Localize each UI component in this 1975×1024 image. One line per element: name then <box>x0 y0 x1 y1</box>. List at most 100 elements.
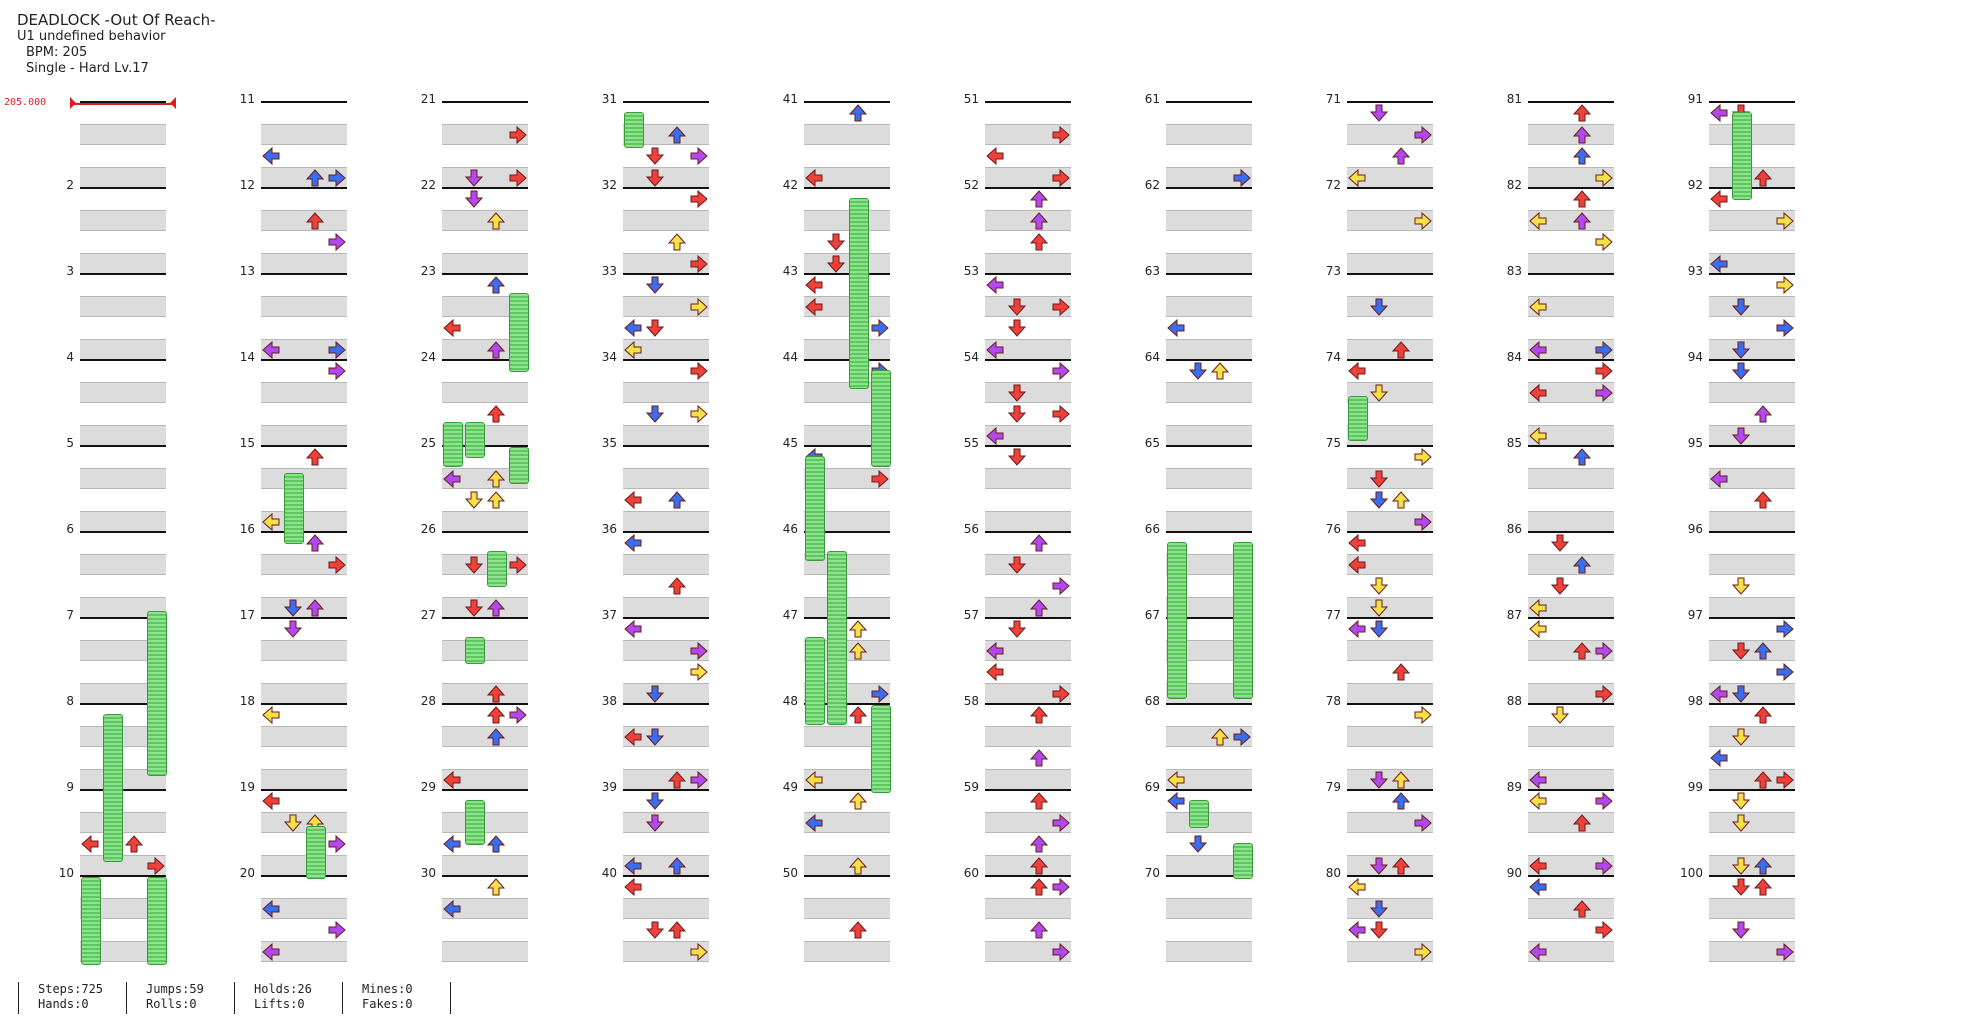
note-arrow-right-icon <box>689 662 709 682</box>
beat-row <box>623 209 709 231</box>
measure-number: 11 <box>239 92 255 106</box>
holds-count: Holds:26 <box>254 982 312 996</box>
hold-note <box>487 550 507 587</box>
note-arrow-up-icon <box>1029 211 1049 231</box>
beat-row <box>804 854 890 876</box>
note-arrow-up-icon <box>486 490 506 510</box>
beat-row <box>442 295 528 317</box>
note-arrow-left-icon <box>1709 748 1729 768</box>
measure-line <box>1347 101 1433 103</box>
measure-line <box>1528 617 1614 619</box>
measure-line <box>1528 703 1614 705</box>
note-arrow-up-icon <box>1391 791 1411 811</box>
beat-row <box>80 532 166 554</box>
measure-number: 53 <box>963 264 979 278</box>
note-arrow-down-icon <box>1731 856 1751 876</box>
hold-note <box>465 421 485 458</box>
measure-line <box>623 617 709 619</box>
note-arrow-up-icon <box>1029 791 1049 811</box>
measure-line <box>623 187 709 189</box>
beat-row <box>1166 489 1252 511</box>
note-arrow-up-icon <box>667 490 687 510</box>
note-arrow-up-icon <box>1029 748 1049 768</box>
measure-number: 73 <box>1325 264 1341 278</box>
beat-row <box>442 854 528 876</box>
note-arrow-up-icon <box>1572 211 1592 231</box>
beat-row <box>804 596 890 618</box>
measure-line <box>1528 789 1614 791</box>
beat-row <box>985 854 1071 876</box>
measure-number: 91 <box>1687 92 1703 106</box>
beat-row <box>80 360 166 382</box>
note-arrow-right-icon <box>1594 856 1614 876</box>
note-arrow-left-icon <box>1347 533 1367 553</box>
beat-row <box>261 274 347 296</box>
measure-line <box>1528 531 1614 533</box>
beat-row <box>1166 188 1252 210</box>
note-arrow-down-icon <box>645 404 665 424</box>
beat-row <box>1347 295 1433 317</box>
measure-line <box>1166 531 1252 533</box>
beat-row <box>985 639 1071 661</box>
beat-row <box>623 295 709 317</box>
measure-line <box>1709 617 1795 619</box>
beat-row <box>623 553 709 575</box>
beat-row <box>442 489 528 511</box>
note-arrow-left-icon <box>623 727 643 747</box>
beat-row <box>623 166 709 188</box>
beat-row <box>804 833 890 855</box>
beat-row <box>804 467 890 489</box>
beat-row <box>623 467 709 489</box>
beat-row <box>1709 231 1795 253</box>
beat-row <box>1166 360 1252 382</box>
beat-row <box>1166 274 1252 296</box>
measure-line <box>1528 273 1614 275</box>
measure-number: 31 <box>601 92 617 106</box>
note-arrow-left-icon <box>623 340 643 360</box>
beat-row <box>1528 381 1614 403</box>
note-arrow-down-icon <box>1369 490 1389 510</box>
note-arrow-down-icon <box>1731 877 1751 897</box>
beat-row <box>442 123 528 145</box>
beat-row <box>261 618 347 640</box>
beat-row <box>80 102 166 124</box>
note-arrow-down-icon <box>826 232 846 252</box>
beat-row <box>1709 360 1795 382</box>
note-arrow-up-icon <box>1391 490 1411 510</box>
beat-row <box>1709 854 1795 876</box>
beat-row <box>1709 403 1795 425</box>
note-arrow-left-icon <box>1347 619 1367 639</box>
note-arrow-up-icon <box>305 533 325 553</box>
measure-line <box>623 789 709 791</box>
beat-row <box>1528 467 1614 489</box>
hold-note <box>871 370 891 467</box>
beat-row <box>80 940 166 962</box>
note-arrow-up-icon <box>1029 877 1049 897</box>
beat-row <box>1166 725 1252 747</box>
measure-number: 74 <box>1325 350 1341 364</box>
beat-row <box>80 274 166 296</box>
steps-count: Steps:725 <box>38 982 104 996</box>
beat-row <box>80 790 166 812</box>
measure-number: 56 <box>963 522 979 536</box>
beat-row <box>985 467 1071 489</box>
measure-number: 85 <box>1506 436 1522 450</box>
beat-row <box>80 317 166 339</box>
measure-line <box>804 617 890 619</box>
note-arrow-up-icon <box>1210 727 1230 747</box>
beat-row <box>1528 123 1614 145</box>
measure-number: 94 <box>1687 350 1703 364</box>
note-arrow-right-icon <box>327 555 347 575</box>
beat-row <box>985 532 1071 554</box>
beat-row <box>804 102 890 124</box>
note-arrow-right-icon <box>1594 920 1614 940</box>
measure-number: 49 <box>782 780 798 794</box>
beat-row <box>1528 897 1614 919</box>
measure-number: 12 <box>239 178 255 192</box>
note-arrow-down-icon <box>283 813 303 833</box>
beat-row <box>985 747 1071 769</box>
note-arrow-right-icon <box>1775 275 1795 295</box>
beat-row <box>623 897 709 919</box>
song-artist: U1 undefined behavior <box>17 29 166 44</box>
measure-number: 24 <box>420 350 436 364</box>
